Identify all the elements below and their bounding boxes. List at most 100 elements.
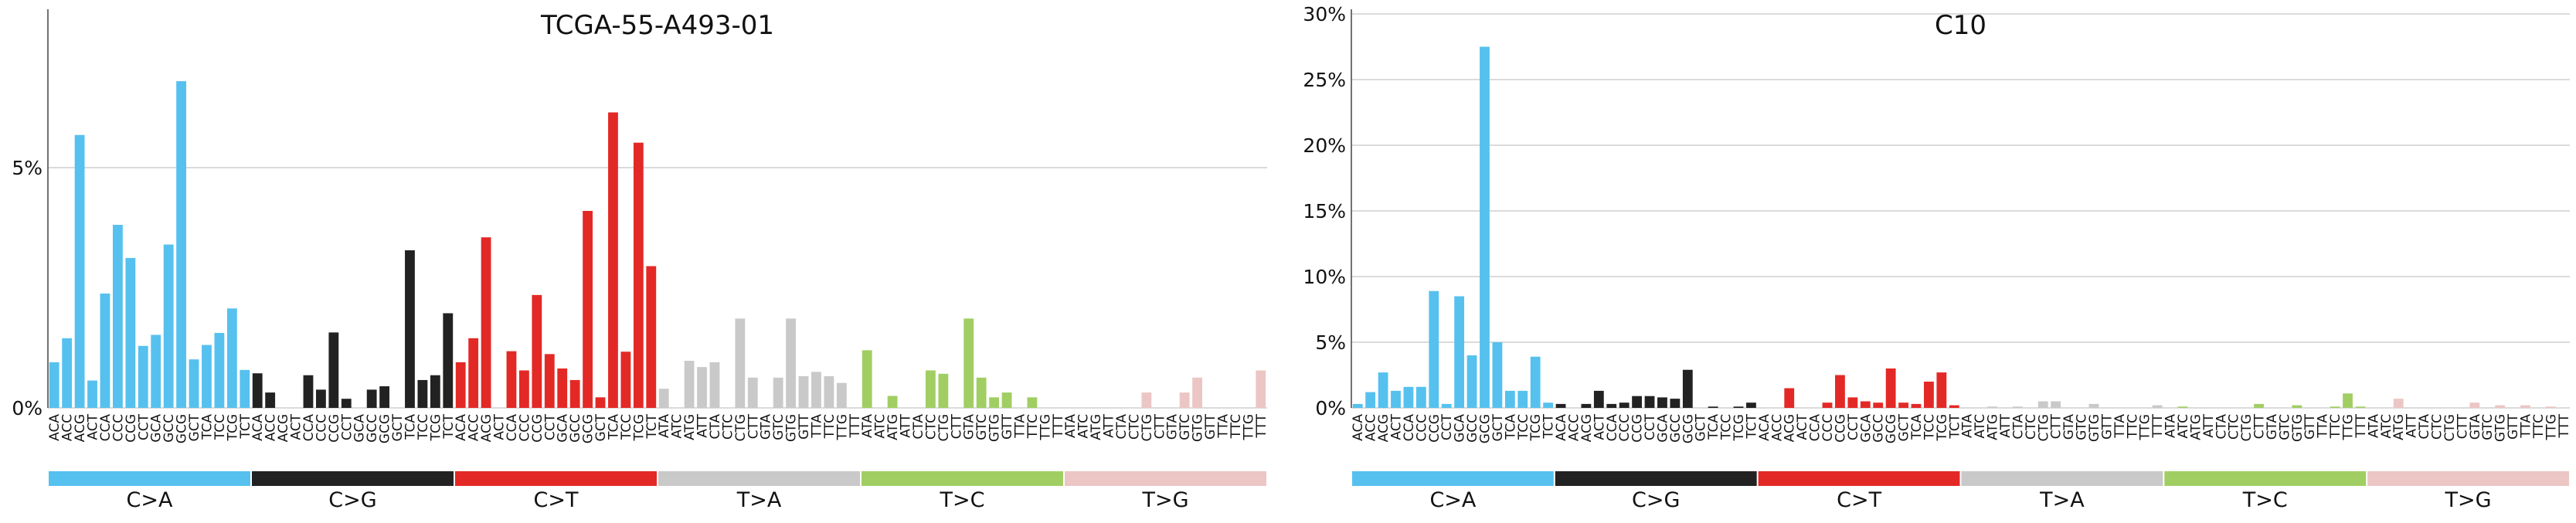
context-label: TCT — [441, 413, 457, 439]
context-label: ACG — [1376, 414, 1392, 442]
bar — [1746, 402, 1756, 408]
context-label: TCG — [1731, 414, 1747, 441]
context-label: TCA — [403, 414, 418, 440]
context-label: ACC — [1769, 414, 1785, 441]
context-label: TCC — [1922, 414, 1937, 440]
bar — [861, 350, 872, 408]
context-label: ATG — [682, 414, 698, 440]
context-label: ATC — [1973, 414, 1988, 439]
context-label: GTC — [2277, 414, 2292, 440]
bar — [1415, 386, 1426, 408]
context-label: TCC — [1719, 414, 1735, 440]
bar — [1898, 402, 1908, 408]
bar — [328, 332, 339, 408]
context-label: CTA — [1114, 414, 1130, 440]
context-label: CCG — [1833, 414, 1848, 443]
context-label: GCC — [365, 414, 380, 443]
group-label: C>T — [1837, 488, 1881, 512]
context-label: ATT — [899, 413, 914, 437]
context-label: TCA — [1706, 414, 1721, 440]
bar — [2037, 401, 2048, 408]
context-label: GCT — [1694, 413, 1709, 441]
bar — [620, 351, 631, 408]
bar — [2177, 406, 2188, 408]
context-label: CTG — [936, 414, 952, 441]
bar — [684, 361, 695, 408]
bar — [87, 380, 97, 408]
bar — [417, 379, 428, 408]
context-label: CTT — [2252, 413, 2268, 439]
y-tick-label: 20% — [1303, 134, 1346, 157]
context-label: GCA — [1453, 414, 1468, 443]
context-label: TTG — [2138, 414, 2153, 441]
context-label: ACG — [73, 414, 88, 442]
group-label: T>C — [2242, 488, 2288, 512]
bar — [836, 382, 847, 408]
bar — [1530, 356, 1541, 408]
bar — [1581, 403, 1592, 408]
context-label: CTA — [2214, 414, 2229, 440]
bar — [455, 362, 466, 408]
context-label: TTT — [2557, 413, 2572, 438]
bar — [2254, 403, 2264, 408]
bar — [226, 308, 237, 408]
context-label: ACG — [479, 414, 494, 442]
bar — [1632, 396, 1643, 408]
context-label: CCA — [98, 414, 114, 442]
context-label: GTT — [2099, 413, 2115, 440]
context-label: TCA — [1909, 414, 1925, 440]
context-label: CTT — [949, 413, 964, 439]
group-strip — [2367, 471, 2569, 486]
bar — [989, 397, 1000, 408]
context-label: CTC — [2024, 414, 2039, 440]
context-label: GCG — [378, 414, 393, 443]
bar — [265, 392, 276, 408]
bar — [62, 338, 73, 408]
context-label: ACT — [1388, 413, 1404, 440]
context-label: GCC — [161, 414, 177, 443]
bar — [938, 373, 949, 408]
context-label: ATT — [2404, 413, 2420, 437]
context-label: GTA — [759, 414, 774, 440]
context-label: TCT — [1744, 413, 1759, 439]
context-label: TCG — [225, 414, 240, 441]
context-label: GCA — [352, 414, 368, 443]
context-label: ATC — [873, 414, 889, 439]
bar — [468, 338, 479, 408]
bar — [583, 211, 593, 408]
bar — [1441, 403, 1452, 408]
context-label: ATG — [1089, 414, 1104, 440]
context-label: ATC — [2379, 414, 2394, 439]
bar — [1001, 392, 1012, 408]
context-label: ACA — [1554, 414, 1569, 441]
context-label: ATG — [2188, 414, 2204, 440]
context-label: TTA — [2519, 414, 2534, 439]
context-label: ACC — [467, 414, 482, 441]
bar — [1949, 405, 1959, 408]
context-label: CCG — [1427, 414, 1443, 443]
context-label: ACT — [1592, 413, 1607, 440]
bar — [189, 359, 199, 408]
bar — [1784, 388, 1795, 408]
bar — [1429, 290, 1439, 408]
bar — [963, 318, 974, 408]
bar — [735, 318, 746, 408]
context-label: ATC — [2176, 414, 2191, 439]
context-label: GTG — [784, 414, 800, 442]
bar — [1192, 377, 1203, 408]
context-label: GTG — [2290, 414, 2306, 442]
group-strip — [2164, 471, 2367, 486]
bar — [709, 362, 720, 408]
bar — [887, 396, 898, 408]
chart-title: C10 — [1935, 10, 1986, 41]
context-label: CTG — [1140, 414, 1155, 441]
bar — [2152, 405, 2163, 408]
bar — [697, 367, 707, 408]
group-label: T>C — [940, 488, 985, 512]
context-label: TTC — [2328, 414, 2343, 439]
bar — [925, 370, 936, 408]
context-label: GTC — [2480, 414, 2496, 440]
context-label: TCT — [644, 413, 660, 439]
bar — [1733, 406, 1744, 408]
group-strip — [252, 471, 454, 486]
